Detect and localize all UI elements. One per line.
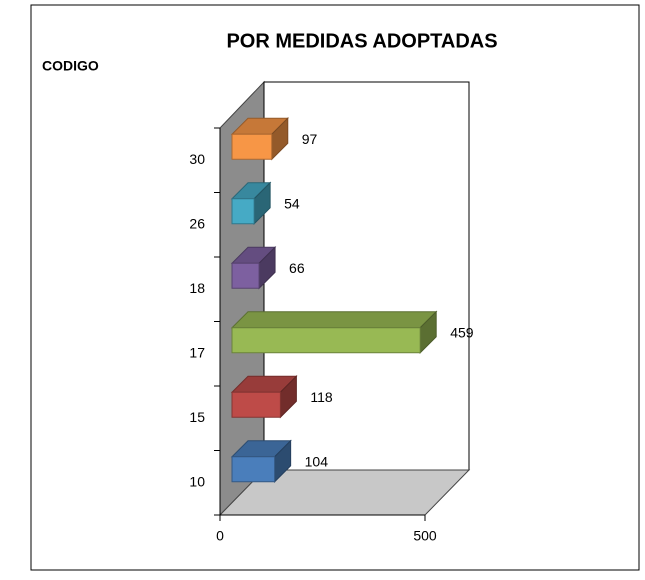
value-label: 104: [305, 453, 329, 469]
value-label: 459: [450, 324, 474, 340]
y-tick-label: 17: [189, 344, 205, 360]
bar: [231, 391, 281, 418]
y-axis-label: CODIGO: [42, 58, 99, 74]
bar: [231, 456, 276, 483]
bar-top: [230, 311, 438, 329]
value-label: 97: [302, 131, 318, 147]
bar: [231, 262, 260, 289]
value-label: 66: [289, 260, 305, 276]
y-tick-label: 30: [189, 151, 205, 167]
value-label: 118: [310, 389, 333, 405]
y-tick-label: 15: [189, 409, 205, 425]
value-label: 54: [284, 195, 300, 211]
x-tick-label: 500: [413, 528, 437, 544]
y-tick-label: 10: [189, 473, 205, 489]
y-tick-label: 26: [189, 215, 205, 231]
bar: [231, 327, 421, 354]
x-tick-label: 0: [216, 528, 224, 544]
bar: [231, 198, 255, 225]
chart-title: POR MEDIDAS ADOPTADAS: [226, 30, 497, 52]
y-tick-label: 18: [189, 280, 205, 296]
bar: [231, 133, 273, 160]
back-wall: [263, 81, 470, 471]
